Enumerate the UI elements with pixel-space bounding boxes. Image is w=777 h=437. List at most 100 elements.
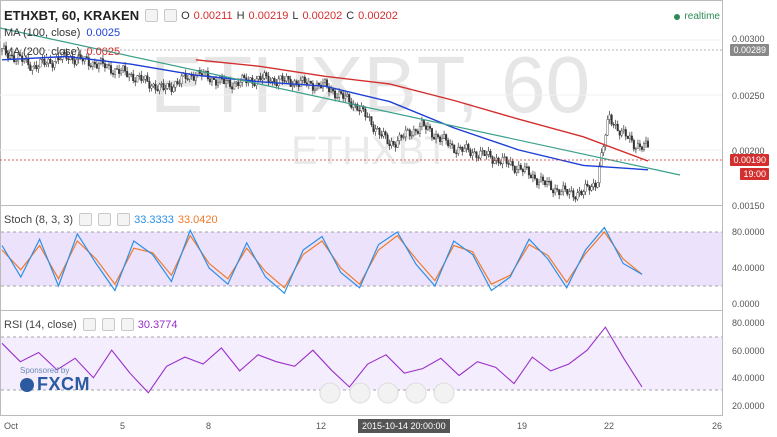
candle-body: [437, 134, 440, 138]
candle-body: [289, 79, 292, 87]
rsi-axis-tick: 20.0000: [732, 401, 765, 411]
candle-body: [576, 192, 579, 200]
candle-body: [168, 83, 171, 87]
candle-body: [620, 130, 623, 136]
candle-body: [420, 120, 423, 127]
open-value: 0.00211: [193, 9, 233, 22]
candle-body: [75, 59, 78, 65]
candle-body: [344, 95, 347, 99]
candle-body: [249, 77, 252, 81]
candle-body: [515, 169, 518, 173]
candle-body: [154, 83, 157, 90]
rsi-collapse-icon[interactable]: [82, 318, 96, 331]
candle-body: [279, 75, 282, 80]
candle-body: [469, 149, 472, 156]
candle-body: [122, 65, 125, 71]
candle-body: [535, 178, 538, 186]
rsi-axis-tick: 40.0000: [732, 373, 765, 383]
candle-body: [259, 75, 262, 81]
candle-body: [600, 152, 603, 166]
candle-body: [519, 164, 522, 170]
candle-body: [317, 82, 320, 86]
candle-body: [374, 128, 377, 132]
candle-body: [263, 72, 266, 79]
candle-body: [596, 182, 599, 188]
candle-body: [261, 78, 264, 81]
last-price-tag: 0.00190: [730, 154, 769, 166]
candle-body: [558, 189, 561, 196]
candle-body: [378, 128, 381, 135]
rsi-axis-tick: 60.0000: [732, 346, 765, 356]
candle-body: [152, 83, 155, 87]
candle-body: [148, 81, 151, 89]
candle-body: [517, 164, 520, 170]
candle-body: [301, 76, 304, 81]
candle-body: [410, 134, 413, 137]
candle-body: [87, 57, 90, 66]
candle-body: [640, 146, 643, 150]
candle-body: [537, 181, 540, 186]
candle-body: [441, 138, 444, 142]
candle-body: [243, 75, 246, 78]
candle-body: [257, 75, 260, 80]
candle-body: [406, 129, 409, 131]
ma200-line: [195, 59, 649, 162]
candle-body: [507, 163, 510, 165]
candle-body: [338, 91, 341, 98]
candle-body: [194, 75, 197, 81]
candle-body: [467, 144, 470, 150]
candle-body: [231, 86, 234, 90]
candle-body: [566, 188, 569, 195]
stoch-close-icon[interactable]: [117, 213, 131, 226]
candle-body: [241, 75, 244, 83]
candle-body: [588, 185, 591, 191]
candle-body: [358, 110, 361, 112]
candle-body: [3, 45, 6, 49]
candle-body: [457, 146, 460, 154]
candle-body: [439, 136, 442, 142]
candle-body: [644, 140, 647, 144]
low-value: 0.00202: [302, 9, 343, 22]
ma200-label: MA (200, close): [4, 46, 81, 58]
legend-collapse-icon[interactable]: [145, 9, 159, 22]
candle-body: [116, 68, 119, 70]
ma100-value: 0.0025: [86, 27, 121, 39]
candle-body: [144, 75, 147, 80]
candle-body: [592, 182, 595, 187]
rsi-close-icon[interactable]: [120, 318, 134, 331]
stoch-collapse-icon[interactable]: [79, 213, 93, 226]
candle-body: [85, 56, 88, 58]
rsi-settings-icon[interactable]: [101, 318, 115, 331]
candle-body: [233, 82, 236, 90]
candle-body: [120, 70, 123, 74]
realtime-indicator: realtime: [674, 11, 720, 22]
candle-body: [210, 77, 213, 83]
candle-body: [382, 131, 385, 137]
candle-body: [443, 134, 446, 139]
fxcm-logo[interactable]: FXCM: [20, 374, 90, 395]
ma200-value: 0.0025: [86, 46, 121, 58]
legend-settings-icon[interactable]: [164, 9, 178, 22]
candle-body: [239, 82, 242, 87]
candle-body: [572, 190, 575, 198]
chart-nav-controls[interactable]: [319, 382, 455, 404]
candle-body: [208, 78, 211, 83]
pane-frame: [0, 0, 723, 416]
candle-body: [622, 129, 625, 132]
candle-body: [356, 104, 359, 111]
candle-body: [396, 140, 399, 148]
candle-body: [554, 188, 557, 194]
candle-body: [523, 166, 526, 173]
candle-body: [475, 151, 478, 158]
candle-body: [501, 157, 504, 165]
candle-body: [414, 129, 417, 132]
stoch-label: Stoch (8, 3, 3): [4, 213, 74, 226]
candle-body: [348, 94, 351, 103]
candle-body: [160, 83, 163, 85]
high-value: 0.00219: [248, 9, 289, 22]
stoch-settings-icon[interactable]: [98, 213, 112, 226]
rsi-band: [1, 337, 722, 390]
close-key: C: [346, 9, 355, 22]
candle-body: [95, 63, 98, 69]
candle-body: [283, 80, 286, 82]
